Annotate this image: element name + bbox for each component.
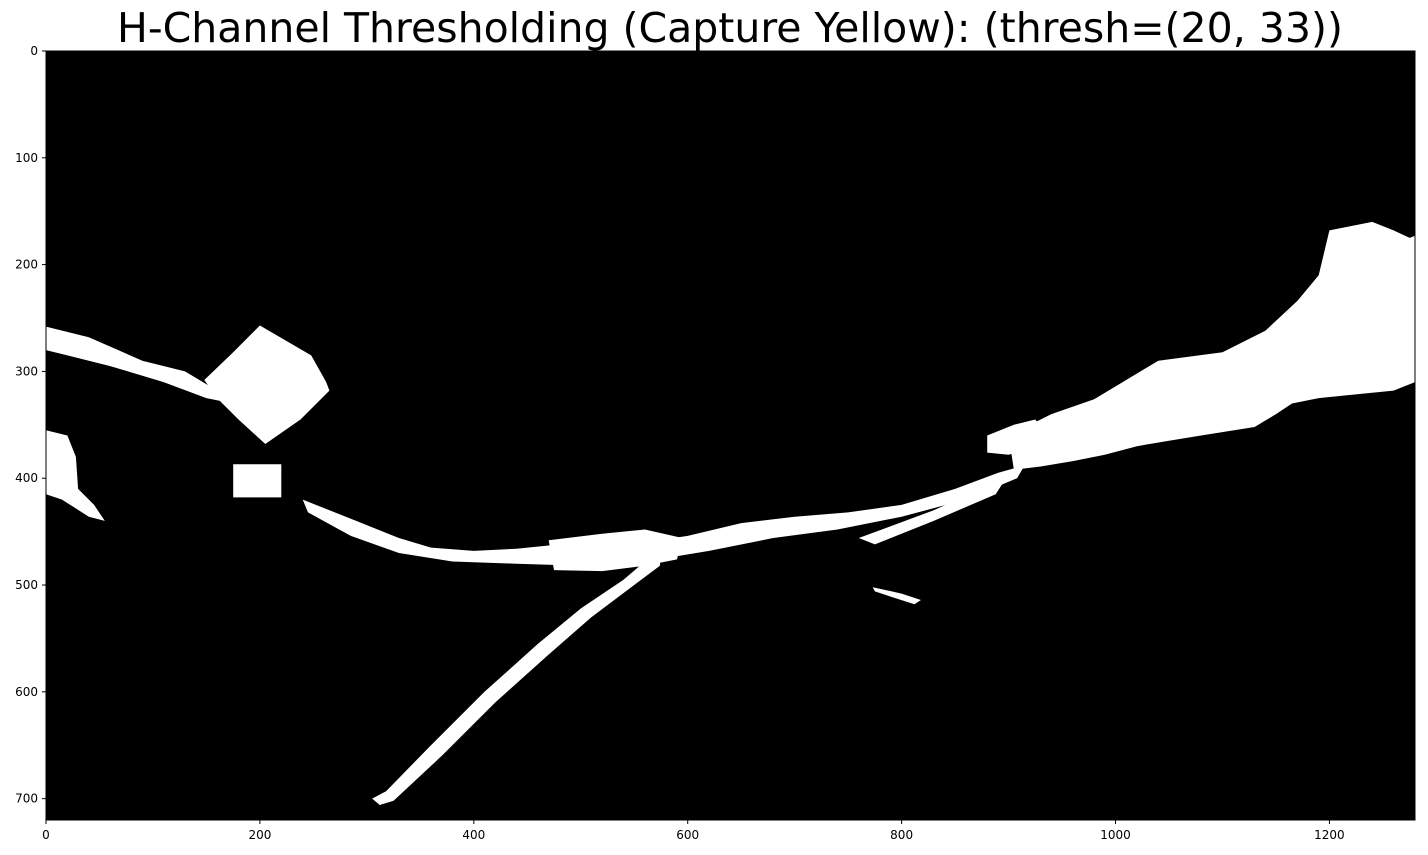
region-left-bush [46,430,105,521]
x-tick-label: 1000 [1100,828,1131,842]
plot-area [45,50,1416,821]
white-regions [46,221,1415,805]
y-tick-label: 200 [15,258,38,272]
region-right-lane-edge-streak [858,482,1004,545]
region-road-sign-diamond [204,325,330,444]
x-tick-label: 200 [248,828,271,842]
region-left-lane-line [372,553,661,805]
y-tick-label: 0 [30,44,38,58]
x-tick-label: 600 [676,828,699,842]
x-axis: 0 200 400 600 800 1000 1200 [42,820,1345,842]
y-tick-label: 700 [15,792,38,806]
x-tick-label: 1200 [1314,828,1345,842]
axes-frame [45,50,1416,821]
region-right-hillside-band [1008,221,1415,470]
y-tick-label: 300 [15,364,38,378]
region-right-bush-lower [987,419,1046,455]
x-tick-label: 800 [890,828,913,842]
x-tick-label: 400 [462,828,485,842]
region-road-sign-plate [233,464,282,498]
y-tick-label: 500 [15,578,38,592]
y-tick-label: 600 [15,685,38,699]
image-background [46,51,1415,820]
y-axis: 0 100 200 300 400 500 600 700 [15,44,46,806]
region-left-hillside-strip [46,326,234,404]
chart-title: H-Channel Thresholding (Capture Yellow):… [117,4,1343,52]
region-far-right-bushes [1356,280,1415,372]
y-tick-label: 400 [15,471,38,485]
x-tick-label: 0 [42,828,50,842]
region-right-dashed-mark [872,587,921,605]
y-tick-label: 100 [15,151,38,165]
